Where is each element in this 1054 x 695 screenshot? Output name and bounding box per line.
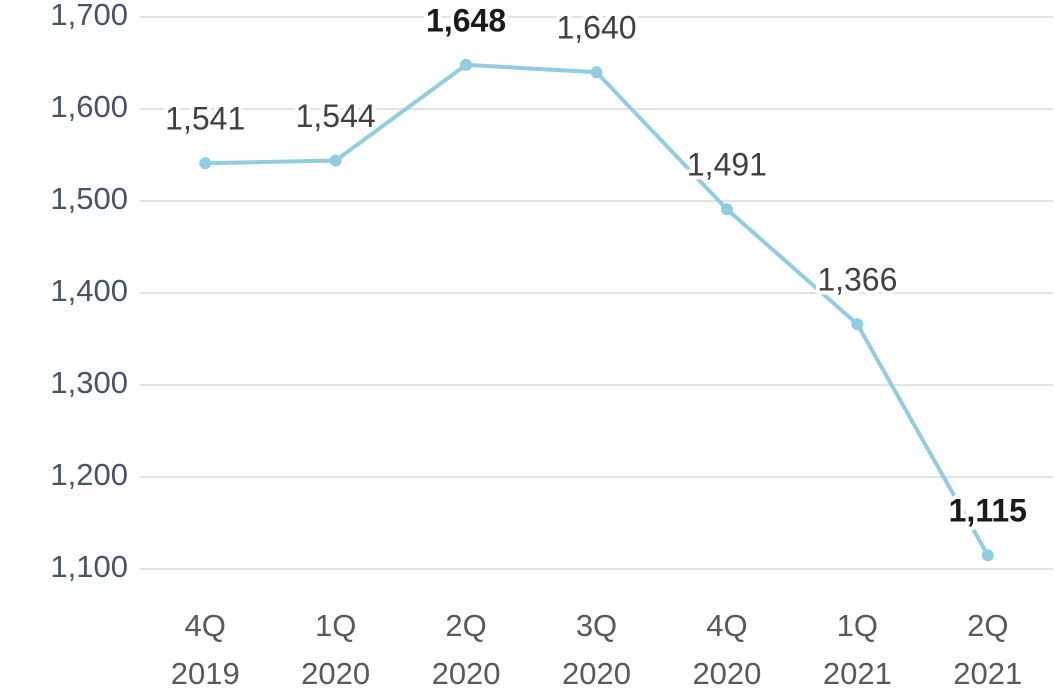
data-label: 1,491: [687, 147, 767, 183]
point: [590, 66, 603, 79]
data-label: 1,640: [556, 10, 636, 46]
x-tick-label: 1Q: [315, 608, 356, 643]
point: [981, 549, 994, 562]
point: [720, 203, 733, 216]
data-label: 1,115: [949, 493, 1027, 529]
y-tick-label: 1,300: [50, 365, 128, 400]
data-label: 1,648: [426, 2, 506, 38]
point: [460, 58, 473, 71]
x-tick-label: 2021: [953, 656, 1022, 691]
x-tick-label: 2021: [823, 656, 892, 691]
y-tick-label: 1,400: [50, 273, 128, 308]
point: [199, 157, 212, 170]
x-tick-label: 2020: [692, 656, 761, 691]
point: [329, 154, 342, 167]
point: [851, 318, 864, 331]
x-tick-label: 2020: [562, 656, 631, 691]
x-tick-label: 4Q: [185, 608, 226, 643]
line: [205, 62, 990, 557]
x-tick-label: 2020: [301, 656, 370, 691]
x-tick-label: 3Q: [576, 608, 617, 643]
data-label: 1,366: [817, 262, 897, 298]
y-tick-label: 1,200: [50, 457, 128, 492]
x-tick-label: 2019: [171, 656, 240, 691]
y-tick-label: 1,100: [50, 549, 128, 584]
data-label: 1,544: [296, 98, 376, 134]
x-tick-label: 2Q: [967, 608, 1008, 643]
y-tick-label: 1,700: [50, 0, 128, 32]
y-tick-label: 1,500: [50, 181, 128, 216]
x-tick-label: 2020: [432, 656, 501, 691]
data-label: 1,541: [165, 101, 245, 137]
x-tick-label: 1Q: [837, 608, 878, 643]
x-tick-label: 2Q: [445, 608, 486, 643]
x-tick-label: 4Q: [706, 608, 747, 643]
y-tick-label: 1,600: [50, 89, 128, 124]
